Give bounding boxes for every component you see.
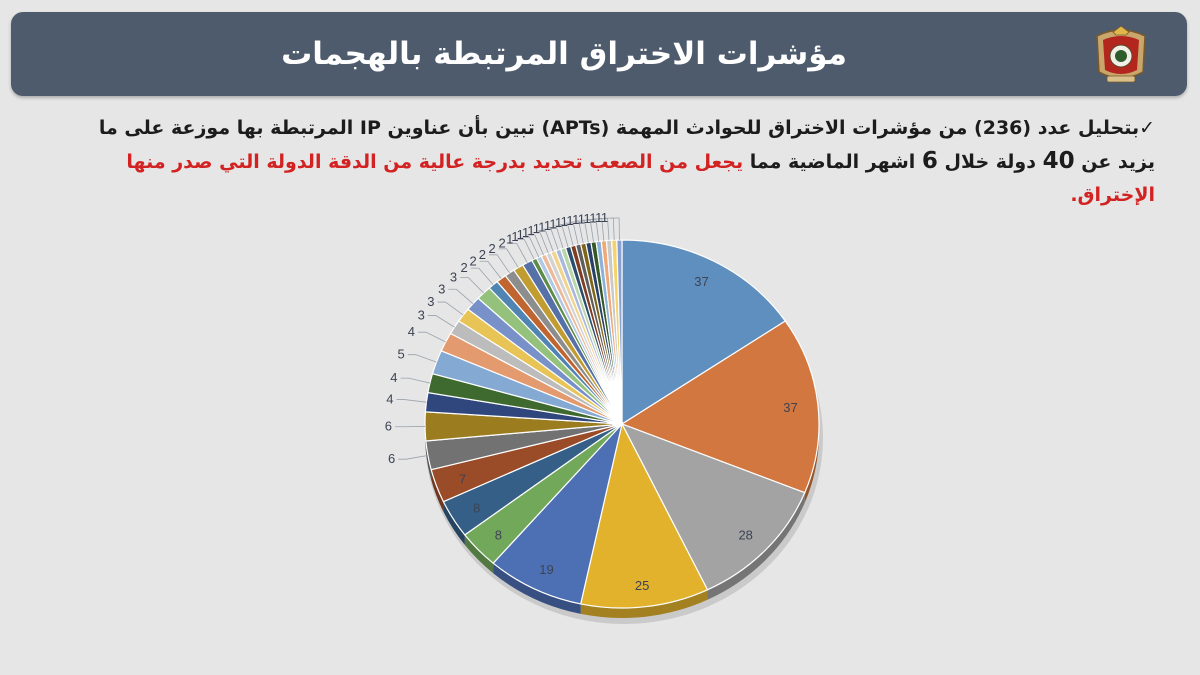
pie-leader-line <box>396 399 427 403</box>
pie-leader-line <box>407 354 437 363</box>
pie-data-label: 1 <box>517 227 524 242</box>
pie-leader-line <box>570 221 584 244</box>
pie-leader-line <box>489 254 510 274</box>
pie-data-label: 1 <box>544 218 551 233</box>
pie-data-label: 8 <box>473 500 480 515</box>
pie-data-label: 1 <box>601 210 608 225</box>
pie-leader-line <box>398 455 428 460</box>
pie-leader-line <box>554 225 569 248</box>
pie-leader-line <box>448 288 474 304</box>
pie-slice-side <box>804 424 819 503</box>
pie-leader-line <box>479 260 502 279</box>
pie-data-label: 7 <box>459 471 466 486</box>
pie-data-label: 1 <box>578 211 585 226</box>
pie-slice-side <box>580 589 708 618</box>
pie-data-label: 1 <box>511 229 518 244</box>
pie-leader-line <box>532 232 549 254</box>
pie-data-label: 25 <box>635 578 649 593</box>
pie-data-label: 1 <box>566 213 573 228</box>
pie-leader-line <box>593 218 605 241</box>
pie-slice <box>621 239 787 426</box>
paragraph-line-3: الإختراق. <box>1070 184 1155 206</box>
pie-data-label: 19 <box>539 562 553 577</box>
pie-leader-line <box>526 234 544 256</box>
pie-leader-line <box>548 227 564 249</box>
paragraph-line-2: يزيد عن 40 دولة خلال 6 اشهر الماضية مما … <box>126 148 1155 174</box>
pie-data-label: 6 <box>385 419 392 434</box>
paragraph-line-1: ✓بتحليل عدد (236) من مؤشرات الاختراق للح… <box>98 117 1155 139</box>
pie-leader-line <box>498 248 519 268</box>
pie-data-label: 2 <box>479 247 486 262</box>
pie-slice-side <box>493 563 581 614</box>
pie-slice <box>620 320 820 494</box>
pie-leader-line <box>559 224 574 246</box>
pie-leader-line <box>460 276 484 294</box>
pie-slice-side <box>707 492 805 600</box>
pie-data-label: 1 <box>506 232 513 247</box>
pie-data-label: 8 <box>495 528 502 543</box>
pie-leader-line <box>537 230 554 252</box>
pie-leader-line <box>417 331 446 343</box>
pie-leader-line <box>565 222 579 245</box>
pie-data-label: 4 <box>386 392 393 407</box>
title-bar: مؤشرات الاختراق المرتبطة بالهجمات <box>11 12 1187 96</box>
pie-data-label: 3 <box>438 281 445 296</box>
pie-leader-line <box>611 217 620 241</box>
pie-data-label: 1 <box>522 225 529 240</box>
pie-data-label: 3 <box>450 269 457 284</box>
pie-data-label: 1 <box>572 212 579 227</box>
pie-leader-line <box>437 301 464 316</box>
pie-data-label: 6 <box>388 451 395 466</box>
pie-data-label: 37 <box>783 400 797 415</box>
pie-leader-line <box>543 228 559 251</box>
pie-data-label: 4 <box>390 370 397 385</box>
pie-slice-side <box>464 534 494 574</box>
pie-data-label: 5 <box>398 347 405 362</box>
pie-data-label: 1 <box>527 223 534 238</box>
pie-data-label: 1 <box>561 214 568 229</box>
pie-leader-line <box>576 220 589 243</box>
pie-leader-line <box>588 219 600 242</box>
pie-data-label: 1 <box>595 210 602 225</box>
pie-slice <box>620 422 806 591</box>
pie-data-label: 28 <box>738 528 752 543</box>
pie-leader-line <box>508 242 528 263</box>
pie-data-label: 2 <box>488 241 495 256</box>
pie-data-label: 1 <box>584 211 591 226</box>
pie-data-label: 1 <box>533 221 540 236</box>
pie-leader-line <box>427 315 455 328</box>
pie-leader-line <box>582 219 594 242</box>
pie-leader-line <box>470 267 494 286</box>
pie-data-label: 2 <box>469 253 476 268</box>
pie-data-label: 3 <box>427 294 434 309</box>
pie-data-label: 1 <box>589 210 596 225</box>
page-title: مؤشرات الاختراق المرتبطة بالهجمات <box>281 36 847 72</box>
pie-data-label: 1 <box>549 216 556 231</box>
jordan-coat-of-arms-icon <box>1096 26 1146 83</box>
pie-leader-line <box>521 236 540 258</box>
pie-data-label: 37 <box>694 274 708 289</box>
pie-data-label: 3 <box>418 308 425 323</box>
pie-leader-line <box>400 377 431 384</box>
pie-data-label: 2 <box>498 235 505 250</box>
pie-leader-line <box>516 239 535 260</box>
pie-data-label: 1 <box>555 215 562 230</box>
pie-data-label: 1 <box>538 219 545 234</box>
pie-slice <box>492 421 624 605</box>
analysis-paragraph: ✓بتحليل عدد (236) من مؤشرات الاختراق للح… <box>35 112 1155 212</box>
check-mark-icon: ✓ <box>1139 117 1155 139</box>
pie-data-label: 2 <box>461 260 468 275</box>
pie-slice <box>579 422 709 609</box>
pie-data-label: 4 <box>408 324 415 339</box>
